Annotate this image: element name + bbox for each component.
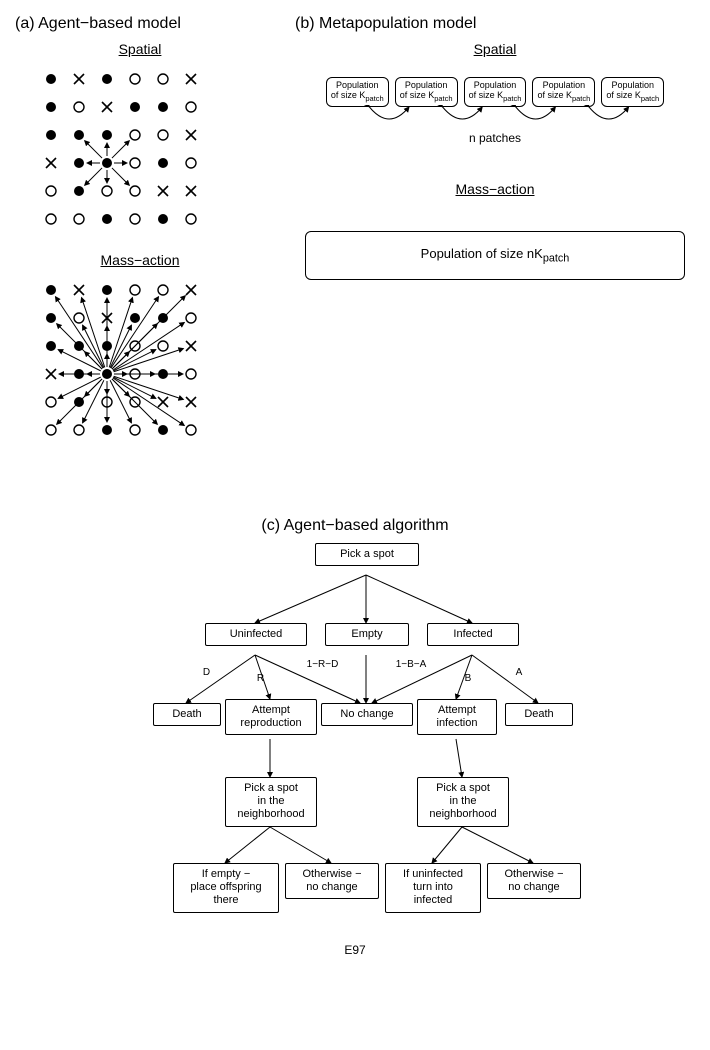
- svg-text:1−B−A: 1−B−A: [396, 659, 427, 670]
- patch-box: Populationof size Kpatch: [464, 77, 527, 107]
- flow-node-opt1: If empty −place offspringthere: [173, 863, 279, 913]
- flow-node-repro: Attemptreproduction: [225, 699, 317, 735]
- flowchart: D R 1−R−D 1−B−A B A Pick a spot Uninfected Empt…: [15, 543, 695, 923]
- subtitle-b-massaction: Mass−action: [420, 181, 570, 197]
- flow-node-opt3: If uninfectedturn intoinfected: [385, 863, 481, 913]
- flow-node-pick2: Pick a spotin theneighborhood: [417, 777, 509, 827]
- lattice-spatial: [35, 63, 225, 248]
- flow-node-death1: Death: [153, 703, 221, 726]
- panel-b: (b) Metapopulation model Spatial Populat…: [295, 15, 695, 459]
- title-c: (c) Agent−based algorithm: [15, 517, 695, 535]
- svg-text:R: R: [257, 673, 264, 684]
- patch-box: Populationof size Kpatch: [532, 77, 595, 107]
- big-patch-prefix: Population of size nK: [421, 246, 543, 261]
- flow-node-opt2: Otherwise −no change: [285, 863, 379, 899]
- svg-text:D: D: [203, 667, 210, 678]
- flow-node-death2: Death: [505, 703, 573, 726]
- lattice-massaction: [35, 274, 225, 459]
- big-patch: Population of size nKpatch: [305, 231, 685, 280]
- svg-text:1−R−D: 1−R−D: [307, 659, 339, 670]
- flow-node-inf: Infected: [427, 623, 519, 646]
- panel-a: (a) Agent−based model Spatial Mass−actio…: [15, 15, 265, 459]
- flow-node-opt4: Otherwise −no change: [487, 863, 581, 899]
- flow-node-pick1: Pick a spotin theneighborhood: [225, 777, 317, 827]
- patch-box: Populationof size Kpatch: [326, 77, 389, 107]
- patch-box: Populationof size Kpatch: [395, 77, 458, 107]
- svg-text:A: A: [516, 667, 523, 678]
- top-row: (a) Agent−based model Spatial Mass−actio…: [15, 15, 695, 459]
- patch-box: Populationof size Kpatch: [601, 77, 664, 107]
- subtitle-a-spatial: Spatial: [65, 41, 215, 57]
- subtitle-a-massaction: Mass−action: [65, 252, 215, 268]
- title-b: (b) Metapopulation model: [295, 15, 695, 33]
- flow-node-attinf: Attemptinfection: [417, 699, 497, 735]
- flow-node-nochg: No change: [321, 703, 413, 726]
- flow-node-uninf: Uninfected: [205, 623, 307, 646]
- big-patch-sub: patch: [543, 253, 570, 265]
- patch-row: Populationof size KpatchPopulationof siz…: [295, 77, 695, 107]
- flow-node-empty: Empty: [325, 623, 409, 646]
- patch-connectors: [295, 105, 695, 145]
- page-number: E97: [15, 943, 695, 957]
- subtitle-b-spatial: Spatial: [420, 41, 570, 57]
- svg-text:B: B: [465, 673, 472, 684]
- title-a: (a) Agent−based model: [15, 15, 265, 33]
- flow-node-root: Pick a spot: [315, 543, 419, 566]
